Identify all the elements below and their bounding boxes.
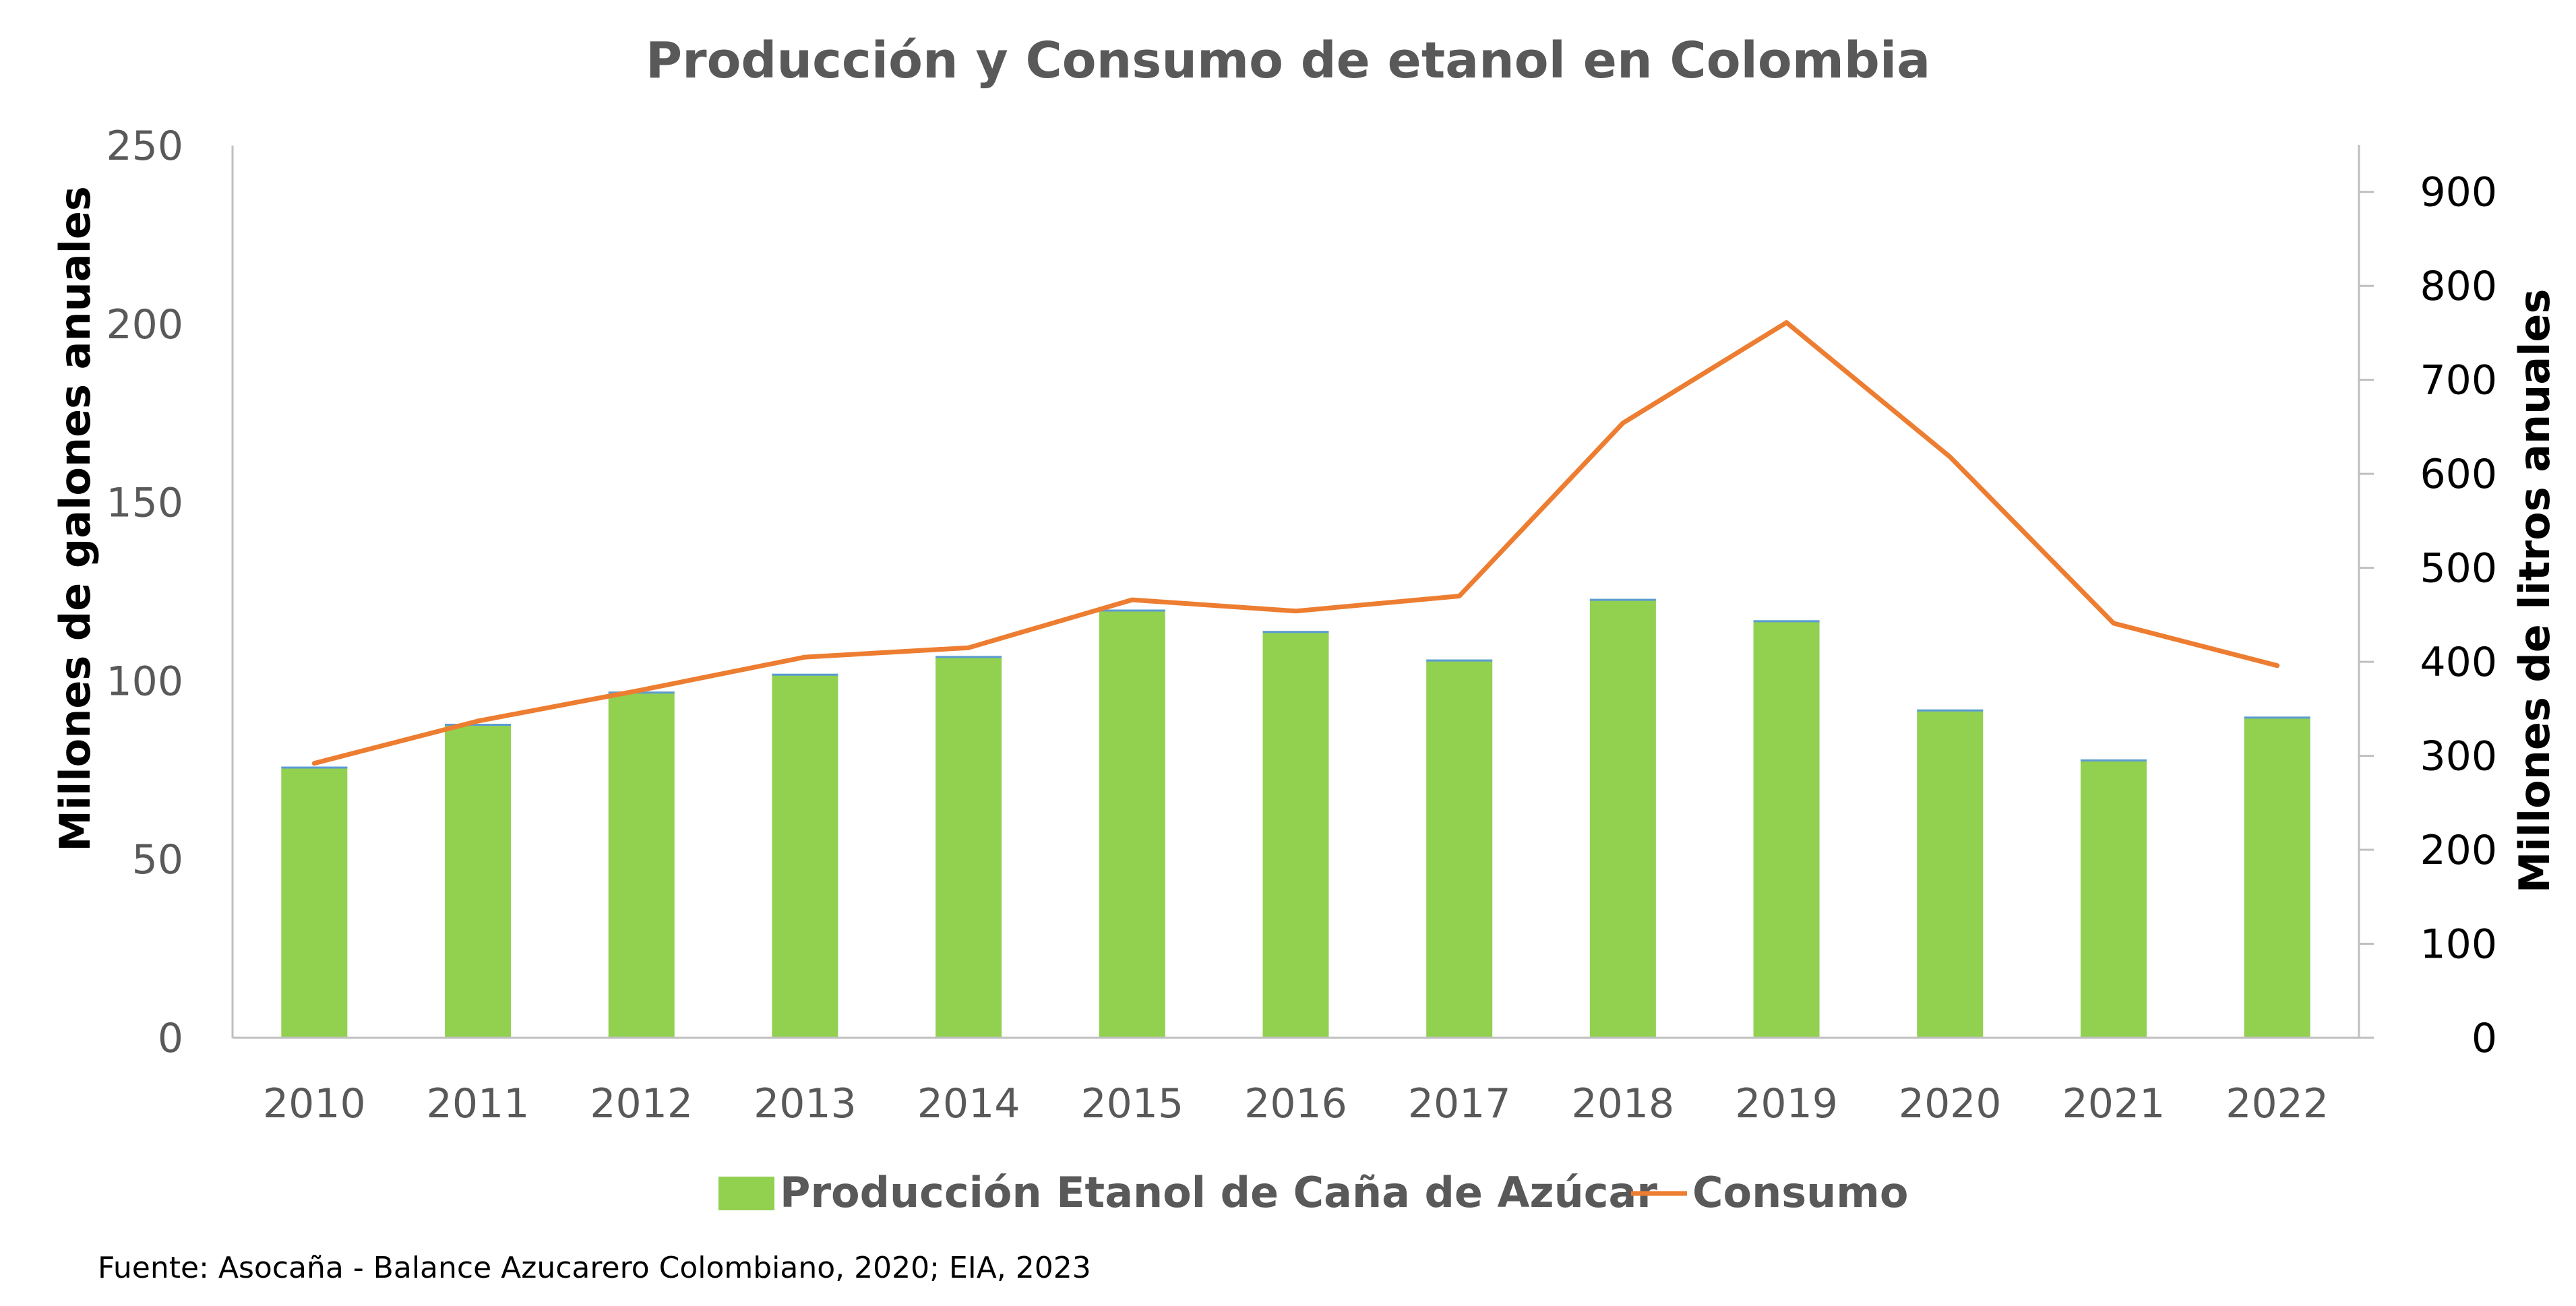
left-tick-label: 200 — [106, 301, 183, 348]
legend-label-production: Producción Etanol de Caña de Azúcar — [780, 1168, 1657, 1217]
x-tick-label: 2012 — [590, 1080, 693, 1127]
bar — [608, 691, 675, 1038]
right-tick-label: 200 — [2420, 827, 2497, 874]
x-axis: 2010 2011 2012 2013 2014 2015 2016 2017 2018 2019… — [233, 1036, 2359, 1127]
bar — [1753, 620, 1820, 1038]
x-tick-label: 2017 — [1408, 1080, 1511, 1127]
left-tick-label: 150 — [106, 480, 183, 527]
chart-title: Producción y Consumo de etanol en Colomb… — [646, 32, 1930, 90]
consumption-line — [311, 320, 2280, 766]
x-tick-label: 2019 — [1735, 1080, 1838, 1127]
bar — [1917, 709, 1984, 1038]
right-tick-label: 0 — [2472, 1015, 2497, 1062]
bar — [1099, 609, 1165, 1038]
right-tick-label: 700 — [2420, 357, 2497, 404]
legend-swatch-production — [718, 1177, 774, 1210]
bar — [1426, 659, 1493, 1038]
right-tick-label: 900 — [2420, 169, 2497, 216]
bar — [2244, 716, 2310, 1038]
bar — [1589, 598, 1656, 1038]
x-tick-label: 2018 — [1572, 1080, 1675, 1127]
bar — [281, 766, 348, 1038]
left-axis-title: Millones de galones anuales — [51, 186, 100, 852]
legend-label-consumption: Consumo — [1692, 1168, 1908, 1217]
x-tick-label: 2020 — [1899, 1080, 2002, 1127]
x-tick-label: 2010 — [263, 1080, 366, 1127]
left-tick-label: 250 — [106, 123, 183, 170]
line-series — [311, 320, 2280, 766]
source-note: Fuente: Asocaña - Balance Azucarero Colo… — [98, 1251, 1091, 1285]
bar — [772, 673, 838, 1038]
x-tick-label: 2016 — [1244, 1080, 1347, 1127]
right-tick-label: 600 — [2420, 451, 2497, 498]
right-axis: 0 100 200 300 400 500 600 700 800 900 — [2358, 145, 2497, 1062]
x-tick-label: 2022 — [2226, 1080, 2329, 1127]
right-tick-label: 400 — [2420, 639, 2497, 686]
x-tick-label: 2015 — [1080, 1080, 1184, 1127]
bar-series — [281, 598, 2310, 1038]
left-axis: 0 50 100 150 200 250 — [106, 123, 234, 1062]
right-tick-label: 500 — [2420, 545, 2497, 592]
bar — [445, 723, 512, 1038]
x-tick-label: 2014 — [917, 1080, 1020, 1127]
bar — [1262, 631, 1329, 1038]
left-tick-label: 0 — [158, 1015, 183, 1062]
bar — [2080, 759, 2147, 1038]
legend: Producción Etanol de Caña de Azúcar Cons… — [718, 1168, 1908, 1217]
x-tick-label: 2021 — [2062, 1080, 2166, 1127]
x-tick-label: 2011 — [427, 1080, 530, 1127]
right-tick-label: 800 — [2420, 263, 2497, 310]
x-tick-label: 2013 — [754, 1080, 857, 1127]
right-tick-label: 100 — [2420, 921, 2497, 968]
left-tick-label: 100 — [106, 658, 183, 705]
left-tick-label: 50 — [132, 836, 183, 883]
right-tick-label: 300 — [2420, 733, 2497, 780]
bar — [936, 656, 1002, 1038]
right-axis-title: Millones de litros anuales — [2510, 289, 2559, 894]
